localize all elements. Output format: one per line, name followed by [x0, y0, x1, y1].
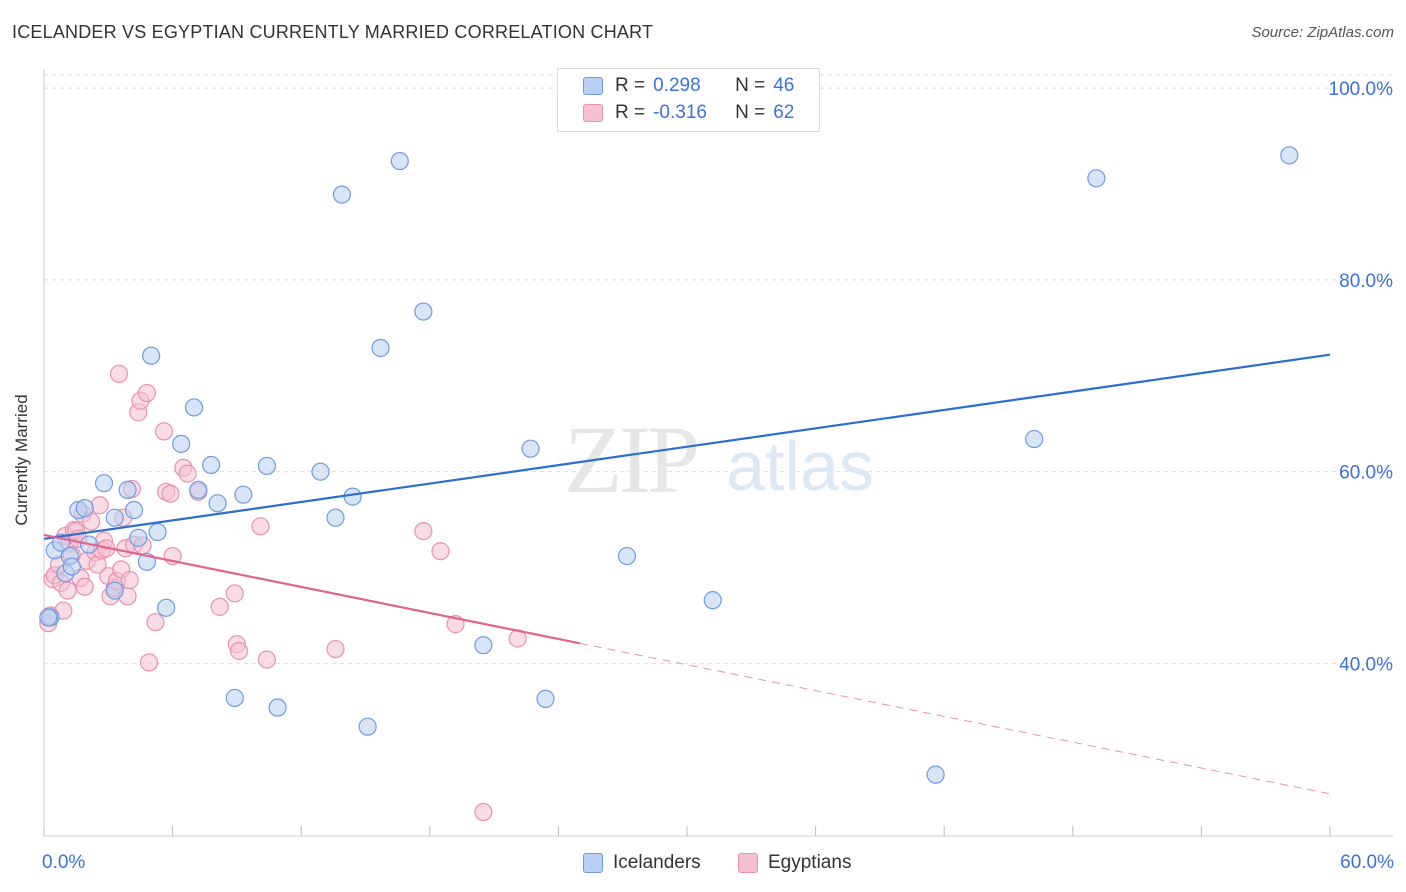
- icelander-point: [208, 494, 227, 513]
- icelander-point: [189, 480, 208, 499]
- icelander-point: [1025, 429, 1044, 449]
- icelander-point: [617, 546, 637, 566]
- icelander-point: [39, 608, 58, 627]
- icelander-point: [75, 499, 94, 518]
- icelander-point: [202, 455, 221, 475]
- icelanders-legend-swatch: [583, 853, 603, 873]
- y-tick-label: 80.0%: [1339, 271, 1393, 292]
- icelander-point: [536, 689, 555, 708]
- r-label: R =: [615, 75, 646, 96]
- egyptian-point: [251, 517, 270, 536]
- legend-item-egyptians[interactable]: Egyptians: [738, 852, 851, 874]
- egyptian-point: [58, 581, 77, 600]
- icelander-point: [94, 474, 114, 493]
- r-label: R =: [615, 102, 646, 123]
- egyptians-legend-swatch: [738, 853, 758, 873]
- watermark-atlas: atlas: [726, 427, 874, 505]
- icelander-point: [414, 302, 433, 321]
- x-tick-label-max: 60.0%: [1340, 852, 1394, 873]
- egyptian-point: [414, 522, 433, 541]
- y-tick-label: 40.0%: [1339, 654, 1393, 675]
- egyptians-swatch: [583, 104, 603, 122]
- watermark: ZIP atlas: [564, 406, 874, 513]
- icelander-point: [105, 508, 124, 527]
- icelander-point: [1280, 146, 1299, 165]
- stats-row-egyptians: R = -0.316 N = 62: [583, 100, 794, 126]
- icelander-point: [184, 398, 204, 417]
- icelander-point: [124, 500, 144, 520]
- n-value: 46: [773, 75, 795, 96]
- y-tick-labels: 40.0% 60.0% 80.0% 100.0%: [1329, 79, 1394, 675]
- egyptian-point: [257, 650, 277, 669]
- stats-row-icelanders: R = 0.298 N = 46: [583, 73, 794, 99]
- egyptian-point: [120, 570, 139, 590]
- legend-label-icelanders: Icelanders: [613, 852, 701, 873]
- icelander-point: [129, 528, 148, 547]
- icelander-point: [474, 636, 493, 655]
- egyptian-point: [109, 364, 129, 383]
- egyptian-point: [210, 597, 229, 616]
- egyptian-point: [154, 422, 174, 441]
- icelander-point: [390, 151, 409, 171]
- n-label: N =: [735, 102, 766, 123]
- n-label: N =: [735, 75, 766, 96]
- icelanders-points: [39, 146, 1299, 784]
- trend-lines: [43, 353, 1331, 795]
- r-value: -0.316: [653, 102, 707, 123]
- watermark-zip: ZIP: [564, 406, 697, 513]
- icelander-point: [926, 765, 945, 784]
- x-tick-label-min: 0.0%: [42, 852, 86, 873]
- icelander-point: [326, 508, 345, 527]
- egyptian-point: [225, 584, 244, 603]
- n-value: 62: [773, 102, 795, 123]
- egyptian-point: [146, 613, 165, 632]
- egyptian-point: [90, 496, 109, 515]
- icelander-point: [105, 581, 124, 600]
- icelander-point: [521, 439, 540, 458]
- egyptians-trend-extension: [579, 642, 1331, 795]
- icelander-point: [257, 456, 277, 476]
- series-legend: Icelanders Egyptians: [0, 852, 1406, 878]
- icelander-point: [142, 346, 161, 365]
- icelander-point: [703, 591, 722, 610]
- icelander-point: [371, 338, 390, 358]
- y-tick-label: 100.0%: [1329, 79, 1394, 100]
- icelander-point: [225, 688, 244, 708]
- egyptian-point: [474, 802, 493, 822]
- r-value: 0.298: [653, 75, 701, 96]
- chart-title: ICELANDER VS EGYPTIAN CURRENTLY MARRIED …: [12, 22, 654, 42]
- egyptian-point: [75, 577, 94, 596]
- stats-legend: R = 0.298 N = 46 R = -0.316 N = 62: [557, 68, 820, 132]
- icelander-point: [343, 487, 362, 506]
- legend-item-icelanders[interactable]: Icelanders: [583, 852, 701, 874]
- egyptian-point: [178, 464, 197, 483]
- icelander-point: [148, 522, 167, 542]
- icelander-point: [234, 485, 253, 504]
- y-tick-label: 60.0%: [1339, 463, 1393, 484]
- icelander-point: [358, 717, 377, 736]
- icelander-point: [311, 462, 330, 481]
- legend-label-egyptians: Egyptians: [768, 852, 852, 873]
- egyptian-point: [431, 542, 450, 561]
- source-label: Source: ZipAtlas.com: [1251, 24, 1394, 41]
- egyptian-point: [137, 383, 156, 403]
- icelander-point: [268, 698, 287, 717]
- icelander-point: [332, 185, 352, 204]
- icelanders-swatch: [583, 77, 603, 95]
- egyptian-point: [161, 484, 180, 503]
- egyptian-point: [229, 641, 249, 661]
- icelander-point: [62, 557, 81, 576]
- egyptians-trend-line: [43, 533, 581, 645]
- icelanders-trend-line: [43, 353, 1331, 540]
- axes: [43, 69, 1393, 837]
- egyptian-point: [326, 639, 345, 659]
- icelander-point: [118, 480, 137, 499]
- egyptian-point: [139, 653, 159, 672]
- icelander-point: [1087, 169, 1106, 188]
- icelander-point: [157, 598, 176, 617]
- icelander-point: [172, 434, 191, 453]
